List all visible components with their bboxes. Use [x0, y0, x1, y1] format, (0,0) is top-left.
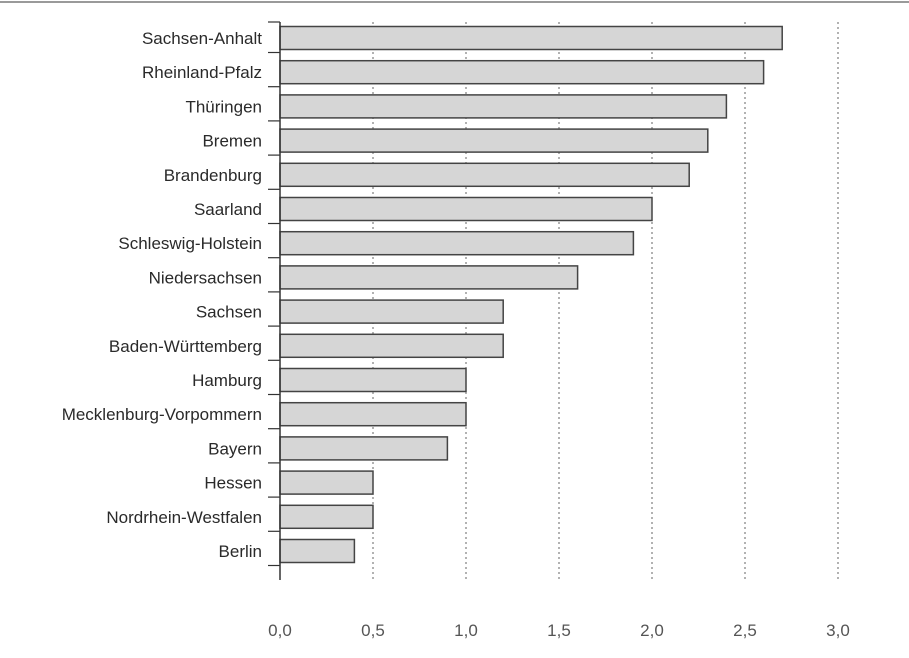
bar-15	[279, 538, 356, 564]
category-label-6: Schleswig-Holstein	[118, 234, 262, 253]
bar-4	[279, 162, 690, 188]
bar-7	[279, 265, 579, 290]
category-label-12: Bayern	[208, 439, 262, 458]
category-label-11: Mecklenburg-Vorpommern	[62, 405, 262, 424]
bar-1	[279, 59, 765, 85]
category-label-5: Saarland	[194, 200, 262, 219]
x-tick-label-6: 3,0	[826, 621, 850, 640]
x-tick-label-1: 0,5	[361, 621, 385, 640]
bar-14	[279, 504, 374, 530]
axes	[268, 21, 281, 580]
bar-5	[279, 196, 653, 222]
category-label-7: Niedersachsen	[149, 268, 262, 287]
category-label-8: Sachsen	[196, 303, 262, 322]
category-label-10: Hamburg	[192, 371, 262, 390]
bar-3	[279, 128, 709, 153]
x-tick-labels: 0,0 0,5 1,0 1,5 2,0 2,5 3,0	[268, 621, 850, 640]
x-tick-label-0: 0,0	[268, 621, 292, 640]
category-label-1: Rheinland-Pfalz	[142, 63, 262, 82]
bar-13	[279, 470, 374, 495]
bar-0	[279, 25, 783, 51]
category-label-14: Nordrhein-Westfalen	[106, 508, 262, 527]
category-labels: Sachsen-Anhalt Rheinland-Pfalz Thüringen Br…	[62, 29, 263, 561]
category-label-9: Baden-Württemberg	[109, 337, 262, 356]
bar-6	[279, 230, 635, 256]
bar-8	[279, 299, 504, 324]
x-tick-label-4: 2,0	[640, 621, 664, 640]
bar-2	[279, 94, 728, 119]
category-label-2: Thüringen	[185, 97, 262, 116]
category-label-15: Berlin	[219, 542, 262, 561]
bar-12	[279, 436, 449, 461]
bars	[279, 25, 783, 564]
x-tick-label-3: 1,5	[547, 621, 571, 640]
category-label-13: Hessen	[204, 474, 262, 493]
category-label-3: Bremen	[202, 132, 262, 151]
x-tick-label-2: 1,0	[454, 621, 478, 640]
bar-9	[279, 333, 504, 359]
category-label-4: Brandenburg	[164, 166, 262, 185]
bar-11	[279, 401, 467, 427]
category-label-0: Sachsen-Anhalt	[142, 29, 262, 48]
bar-10	[279, 367, 467, 393]
x-tick-label-5: 2,5	[733, 621, 757, 640]
